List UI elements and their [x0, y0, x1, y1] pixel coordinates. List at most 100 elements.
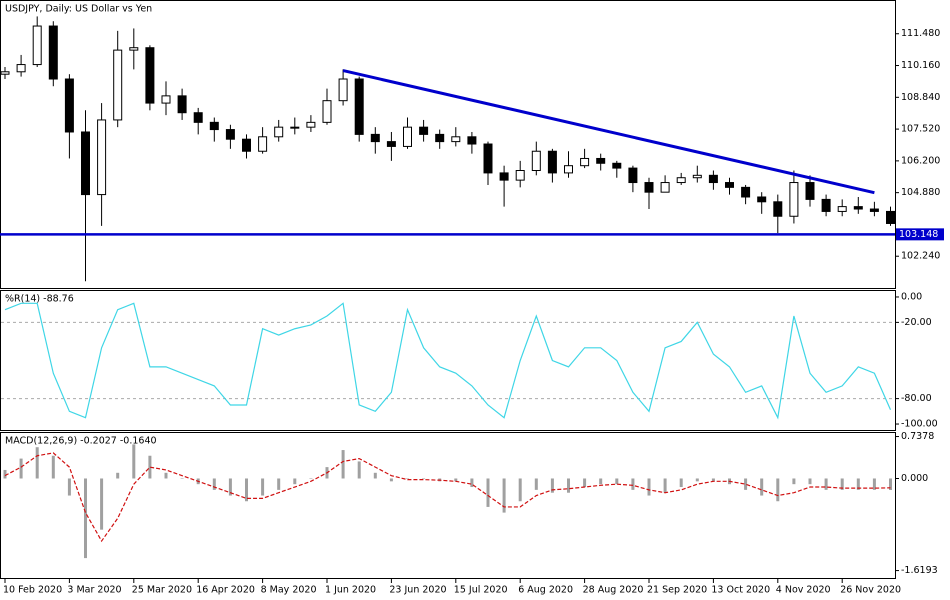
- candle-body: [322, 100, 332, 123]
- main-pane: [0, 0, 896, 289]
- macd-bar: [35, 447, 39, 479]
- candle-body: [660, 182, 670, 193]
- candle-body: [773, 201, 783, 217]
- trendline: [342, 69, 875, 195]
- macd-bar: [470, 478, 474, 488]
- candle-body: [869, 208, 879, 212]
- indicator-title: %R(14) -88.76: [5, 294, 74, 305]
- macd-bar: [245, 478, 248, 502]
- candle-body: [64, 78, 74, 133]
- signal-line: [4, 452, 891, 543]
- macd-bar: [100, 478, 104, 530]
- macd-bar: [261, 478, 265, 496]
- candle-body: [338, 78, 348, 102]
- candle-body: [612, 162, 622, 169]
- candle-body: [531, 150, 541, 172]
- macd-bar: [148, 455, 152, 479]
- macd-bar: [889, 478, 892, 491]
- y-tick-label: -100.00: [901, 419, 938, 430]
- x-tick-label: 16 Apr 2020: [196, 585, 255, 596]
- macd-bar: [132, 444, 136, 479]
- indicator-title: MACD(12,26,9) -0.2027 -0.1640: [5, 436, 157, 447]
- x-tick-label: 26 Nov 2020: [840, 585, 901, 596]
- candle-body: [0, 71, 10, 75]
- macd-bar: [534, 478, 538, 490]
- y-tick-label: 0.7378: [901, 431, 934, 442]
- candle-body: [354, 78, 364, 135]
- macd-bar: [518, 478, 522, 502]
- x-tick-label: 10 Feb 2020: [3, 585, 62, 596]
- chart-title: USDJPY, Daily: US Dollar vs Yen: [5, 4, 152, 15]
- y-tick-label: -80.00: [901, 393, 932, 404]
- x-tick-label: 8 May 2020: [261, 585, 317, 596]
- candle-body: [370, 133, 380, 143]
- macd-bar: [583, 478, 587, 488]
- candle-body: [97, 119, 107, 196]
- candle-body: [564, 165, 573, 174]
- candle-body: [821, 198, 831, 212]
- macd-bar: [792, 478, 796, 485]
- candle-body: [692, 174, 702, 179]
- candle-body: [499, 172, 509, 181]
- macd-bar: [84, 478, 87, 559]
- macd-bar: [695, 478, 699, 482]
- indicator-line: [4, 302, 892, 420]
- y-tick-label: 104.880: [901, 187, 940, 198]
- candle-body: [483, 143, 493, 174]
- macd-bar: [3, 469, 7, 479]
- macd-bar: [760, 478, 764, 496]
- macd-bar: [309, 478, 313, 479]
- candle-body: [419, 126, 429, 135]
- macd-bar: [856, 478, 860, 490]
- candle-body: [209, 121, 219, 131]
- x-tick-label: 3 Mar 2020: [67, 585, 121, 596]
- macd-bar: [599, 478, 603, 485]
- price-label: 103.148: [899, 229, 938, 240]
- x-tick-label: 21 Sep 2020: [647, 585, 707, 596]
- macd-bar: [502, 478, 506, 513]
- macd-bar: [631, 478, 635, 490]
- candle-body: [886, 210, 895, 224]
- candle-body: [789, 182, 799, 217]
- macd-bar: [422, 478, 426, 479]
- macd-bar: [51, 455, 55, 479]
- macd-bar: [228, 478, 232, 496]
- candle-body: [467, 136, 477, 145]
- macd-bar: [373, 472, 377, 479]
- y-tick-label: 102.240: [901, 251, 940, 262]
- macd-bar: [19, 458, 23, 479]
- x-tick-label: 25 Mar 2020: [132, 585, 192, 596]
- candle-body: [386, 141, 396, 147]
- macd-bar: [567, 478, 570, 493]
- macd-bar: [711, 478, 715, 482]
- candle-body: [177, 95, 187, 114]
- price-label-bg: [896, 228, 944, 241]
- candle-body: [853, 206, 863, 210]
- candle-body: [145, 47, 155, 104]
- candle-body: [306, 121, 316, 128]
- y-tick-label: 0.00: [901, 291, 922, 302]
- macd-bar: [615, 478, 619, 485]
- wpr-pane: [0, 290, 896, 431]
- candle-body: [225, 129, 235, 140]
- y-tick-label: 106.200: [901, 155, 940, 166]
- candle-body: [580, 157, 590, 167]
- macd-bar: [486, 478, 490, 507]
- candle-body: [741, 186, 751, 198]
- candle-body: [676, 177, 686, 184]
- candle-body: [596, 157, 606, 164]
- macd-bar: [840, 478, 844, 490]
- candle-body: [32, 25, 42, 66]
- macd-bar: [164, 472, 168, 479]
- y-tick-label: -1.6193: [901, 565, 938, 576]
- y-tick-label: 108.840: [901, 92, 940, 103]
- macd-bar: [277, 478, 281, 490]
- macd-bar: [67, 478, 71, 496]
- macd-bar: [550, 478, 554, 493]
- macd-bar: [872, 478, 876, 490]
- candle-body: [113, 49, 123, 121]
- macd-bar: [357, 461, 361, 479]
- candle-body: [274, 126, 284, 138]
